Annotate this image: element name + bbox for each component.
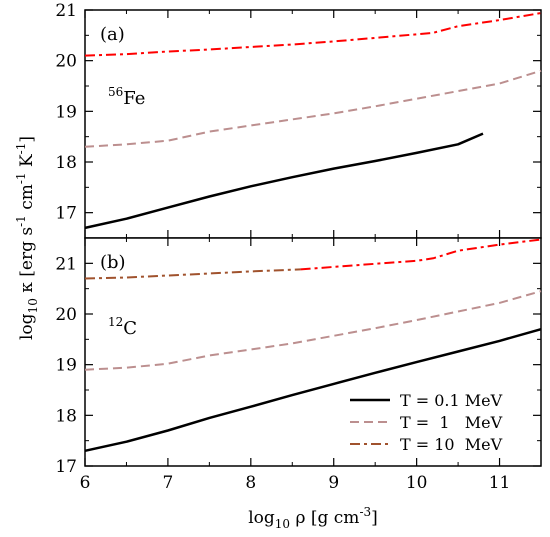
legend-label-1: T = 1 MeV — [400, 413, 503, 432]
panel-b-element-mass: 12 — [108, 315, 123, 329]
legend: T = 0.1 MeV T = 1 MeV T = 10 MeV — [350, 391, 503, 454]
x-axis-title-sub: 10 — [275, 517, 290, 531]
panel-a-ticks: 17 18 19 20 21 — [55, 1, 541, 239]
panel-b-lines — [84, 238, 542, 453]
x-tick-label: 7 — [162, 473, 173, 493]
x-tick-label: 10 — [406, 473, 428, 493]
panel-b-ticks: 6 7 8 9 10 11 17 18 19 20 21 — [55, 237, 541, 493]
series-line-b-0 — [84, 327, 542, 453]
x-axis-title-sup: -3 — [359, 505, 371, 519]
legend-label-0: T = 0.1 MeV — [400, 391, 503, 410]
legend-label-2: T = 10 MeV — [400, 435, 503, 454]
y-axis-title: log10 κ [erg s-1 cm-1 K-1] — [14, 136, 40, 340]
series-line-b-3 — [300, 238, 542, 271]
y-tick-label: 19 — [55, 102, 77, 122]
panel-b-tag: (b) — [100, 252, 126, 273]
x-axis-title-main: log — [248, 508, 275, 528]
y-tick-label: 20 — [55, 305, 77, 325]
panel-a-element-label: 56Fe — [108, 85, 145, 109]
x-axis-title-rest: ρ [g cm — [290, 508, 359, 528]
y-axis-title-sup3: -1 — [14, 143, 28, 155]
series-line-a-0 — [84, 132, 484, 230]
y-tick-label: 20 — [55, 52, 77, 72]
panel-a-tag: (a) — [100, 24, 125, 45]
series-line-b-1 — [84, 290, 542, 371]
x-axis-title-close: ] — [371, 508, 378, 528]
y-tick-label: 17 — [55, 457, 77, 477]
panel-a-frame — [84, 9, 542, 239]
x-tick-label: 8 — [245, 473, 256, 493]
y-tick-label: 21 — [55, 1, 77, 21]
y-tick-label: 18 — [55, 153, 77, 173]
y-axis-title-rest2: cm — [17, 184, 37, 215]
y-tick-label: 21 — [55, 254, 77, 274]
y-tick-label: 19 — [55, 356, 77, 376]
panel-b-element-symbol: C — [123, 318, 137, 339]
y-axis-title-sup1: -1 — [14, 215, 28, 227]
series-line-a-1 — [84, 69, 542, 148]
x-tick-label: 11 — [489, 473, 511, 493]
panel-a-element-symbol: Fe — [123, 88, 145, 109]
x-tick-label: 6 — [80, 473, 91, 493]
y-tick-label: 17 — [55, 204, 77, 224]
series-line-b-2 — [84, 268, 301, 280]
y-axis-title-sup2: -1 — [14, 172, 28, 184]
y-axis-title-close: ] — [17, 136, 37, 143]
y-axis-title-rest3: K — [17, 154, 37, 172]
y-tick-label: 18 — [55, 406, 77, 426]
panel-b-element-label: 12C — [108, 315, 137, 339]
panel-b-frame — [84, 237, 542, 467]
panel-a-element-mass: 56 — [108, 85, 123, 99]
y-axis-title-sub: 10 — [26, 298, 40, 313]
x-axis-title: log10 ρ [g cm-3] — [248, 505, 378, 531]
x-tick-label: 9 — [328, 473, 339, 493]
y-axis-title-main: log — [17, 313, 37, 340]
panel-a-lines — [84, 12, 542, 230]
y-axis-title-rest1: κ [erg s — [17, 227, 37, 298]
